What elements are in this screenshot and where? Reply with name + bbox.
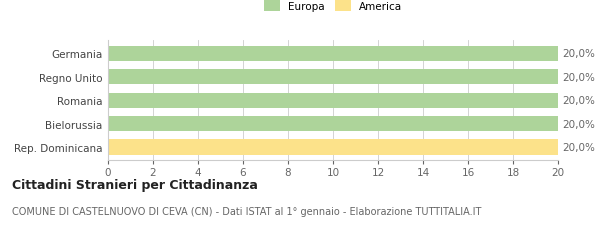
Text: 20,0%: 20,0%	[563, 49, 595, 59]
Text: COMUNE DI CASTELNUOVO DI CEVA (CN) - Dati ISTAT al 1° gennaio - Elaborazione TUT: COMUNE DI CASTELNUOVO DI CEVA (CN) - Dat…	[12, 206, 481, 216]
Bar	[108, 47, 558, 62]
Bar	[108, 140, 558, 155]
Text: 20,0%: 20,0%	[563, 142, 595, 152]
Bar	[108, 70, 558, 85]
Text: Cittadini Stranieri per Cittadinanza: Cittadini Stranieri per Cittadinanza	[12, 179, 258, 192]
Text: 20,0%: 20,0%	[563, 96, 595, 106]
Bar	[108, 117, 558, 132]
Text: 20,0%: 20,0%	[563, 119, 595, 129]
Bar	[108, 93, 558, 108]
Text: 20,0%: 20,0%	[563, 73, 595, 82]
Legend: Europa, America: Europa, America	[264, 1, 402, 12]
